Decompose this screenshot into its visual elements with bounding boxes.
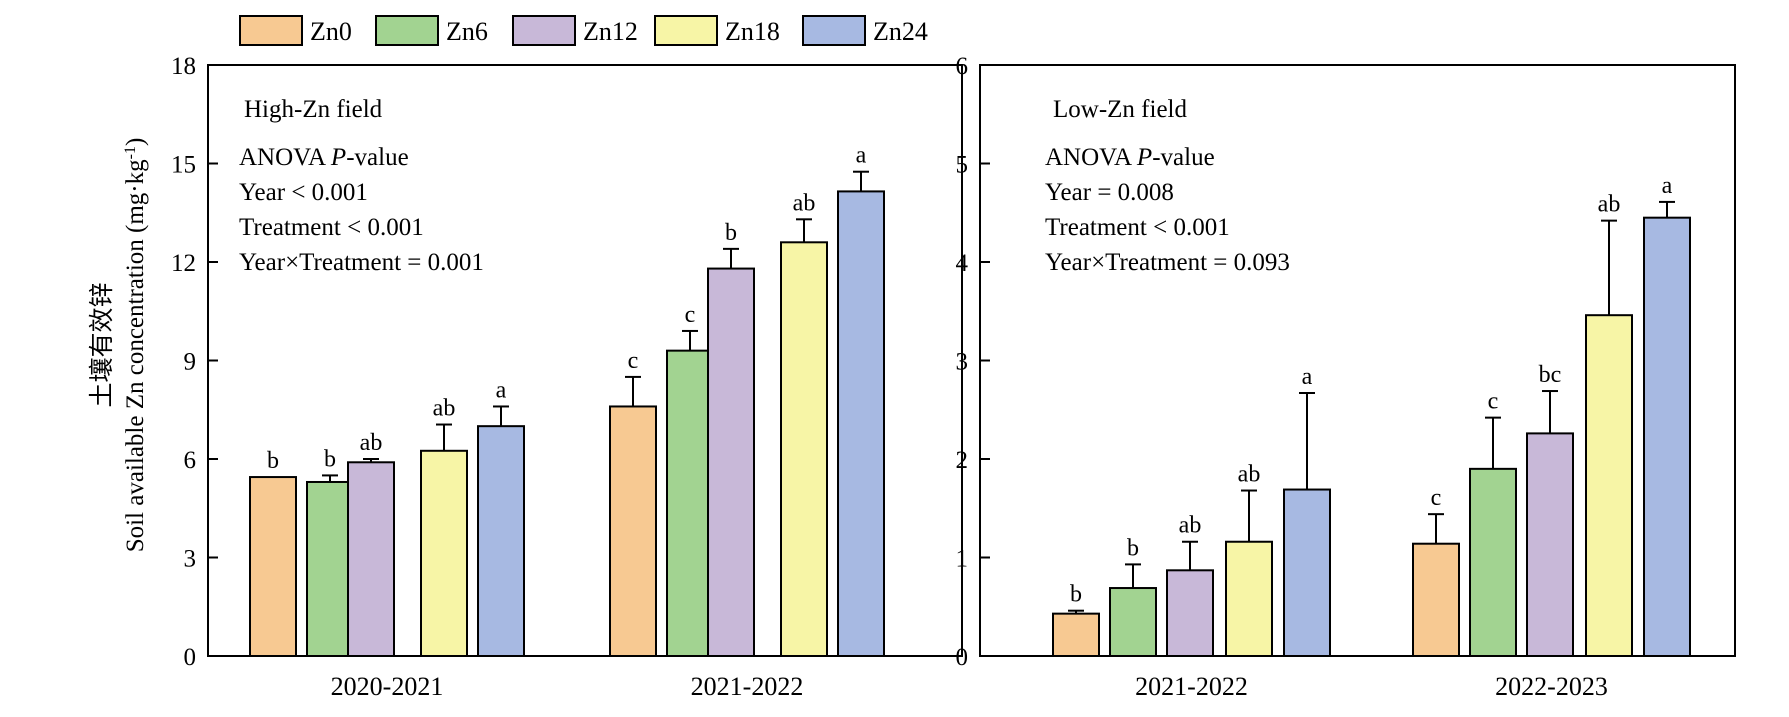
y-axis-label-sup: -1: [122, 146, 139, 159]
y-tick-label: 2: [956, 447, 969, 474]
significance-letter: c: [685, 302, 696, 328]
anova-heading: ANOVA P-value: [239, 144, 409, 171]
anova-suffix: -value: [346, 144, 408, 171]
anova-word: ANOVA: [239, 144, 331, 171]
significance-letter: ab: [1598, 192, 1621, 218]
significance-letter: b: [324, 446, 336, 472]
y-tick-label: 0: [956, 644, 969, 671]
panel-title: Low-Zn field: [1053, 96, 1187, 123]
significance-letter: a: [1662, 173, 1673, 199]
significance-letter: a: [856, 143, 867, 169]
bar-zn6: [1109, 587, 1157, 657]
bar-zn12: [1526, 432, 1574, 658]
x-category-label: 2020-2021: [331, 672, 444, 701]
legend-swatch-zn24: [802, 15, 866, 46]
bar-zn24: [1643, 216, 1691, 658]
significance-letter: a: [496, 377, 507, 403]
y-axis-label: 土壤有效锌 Soil available Zn concentration (m…: [88, 138, 149, 553]
legend-label-zn0: Zn0: [310, 17, 352, 46]
anova-heading: ANOVA P-value: [1045, 144, 1215, 171]
bar-zn12: [347, 461, 395, 657]
panel-low-zn: 0 1 2 3 4 5 6 b b ab ab a 2021-2022 c c bc ab a 2022-2023 L…: [956, 53, 1736, 701]
legend-swatch-zn18: [654, 15, 718, 46]
significance-letter: ab: [433, 396, 456, 422]
bar-zn6: [1469, 467, 1517, 657]
panel-title: High-Zn field: [244, 96, 383, 123]
bar-zn6: [666, 349, 714, 657]
legend-label-zn24: Zn24: [873, 17, 928, 46]
significance-letter: b: [725, 220, 737, 246]
bar-zn12: [1166, 569, 1214, 657]
y-tick-label: 6: [956, 53, 969, 80]
x-category-label: 2021-2022: [691, 672, 804, 701]
significance-letter: b: [1127, 535, 1139, 561]
anova-word: ANOVA: [1045, 144, 1137, 171]
significance-letter: c: [628, 348, 639, 374]
legend-label-zn18: Zn18: [725, 17, 780, 46]
significance-letter: a: [1302, 364, 1313, 390]
y-axis-label-text: Soil available Zn concentration (mg·kg: [122, 159, 149, 552]
x-category-label: 2021-2022: [1135, 672, 1248, 701]
bar-zn6: [306, 480, 354, 657]
anova-line: Year×Treatment = 0.093: [1045, 249, 1290, 276]
bar-zn24: [477, 425, 525, 657]
anova-line: Treatment < 0.001: [239, 214, 424, 241]
y-tick-label: 1: [956, 546, 969, 573]
significance-letter: c: [1488, 389, 1499, 415]
y-tick-label: 4: [956, 250, 969, 277]
anova-line: Year = 0.008: [1045, 179, 1174, 206]
bar-zn0: [609, 405, 657, 658]
significance-letter: ab: [1238, 462, 1261, 488]
bar-zn18: [1585, 314, 1633, 657]
y-tick-label: 3: [184, 546, 197, 573]
y-tick-label: 0: [184, 644, 197, 671]
bar-zn0: [1412, 542, 1460, 658]
x-category-label: 2022-2023: [1495, 672, 1608, 701]
y-tick-label: 18: [171, 53, 196, 80]
y-axis-label-close: ): [122, 138, 149, 146]
y-tick-label: 9: [184, 349, 197, 376]
significance-letter: c: [1431, 485, 1442, 511]
significance-letter: ab: [793, 190, 816, 216]
bar-zn18: [420, 449, 468, 657]
legend-label-zn6: Zn6: [446, 17, 488, 46]
legend-swatch-zn0: [239, 15, 303, 46]
bar-zn24: [1283, 488, 1331, 657]
anova-suffix: -value: [1152, 144, 1214, 171]
bar-zn12: [707, 267, 755, 657]
significance-letter: b: [1070, 582, 1082, 608]
anova-p: P: [1136, 144, 1152, 171]
bar-zn0: [1052, 612, 1100, 658]
anova-line: Year×Treatment = 0.001: [239, 249, 484, 276]
significance-letter: ab: [1179, 513, 1202, 539]
legend-label-zn12: Zn12: [583, 17, 638, 46]
y-tick-label: 5: [956, 152, 969, 179]
bar-zn18: [780, 241, 828, 658]
legend-swatch-zn12: [512, 15, 576, 46]
anova-line: Year < 0.001: [239, 179, 368, 206]
y-axis-label-cn: 土壤有效锌: [88, 282, 116, 407]
y-tick-label: 6: [184, 447, 197, 474]
bar-zn18: [1225, 540, 1273, 657]
legend-swatch-zn6: [375, 15, 439, 46]
significance-letter: b: [267, 448, 279, 474]
anova-p: P: [330, 144, 346, 171]
anova-line: Treatment < 0.001: [1045, 214, 1230, 241]
y-tick-label: 15: [171, 152, 196, 179]
bar-zn0: [249, 476, 297, 657]
y-axis-label-en: Soil available Zn concentration (mg·kg-1…: [122, 138, 150, 553]
bar-zn24: [837, 190, 885, 658]
y-tick-label: 3: [956, 349, 969, 376]
significance-letter: bc: [1539, 362, 1562, 388]
y-tick-label: 12: [171, 250, 196, 277]
legend: Zn0 Zn6 Zn12 Zn18 Zn24: [239, 15, 928, 46]
significance-letter: ab: [360, 430, 383, 456]
